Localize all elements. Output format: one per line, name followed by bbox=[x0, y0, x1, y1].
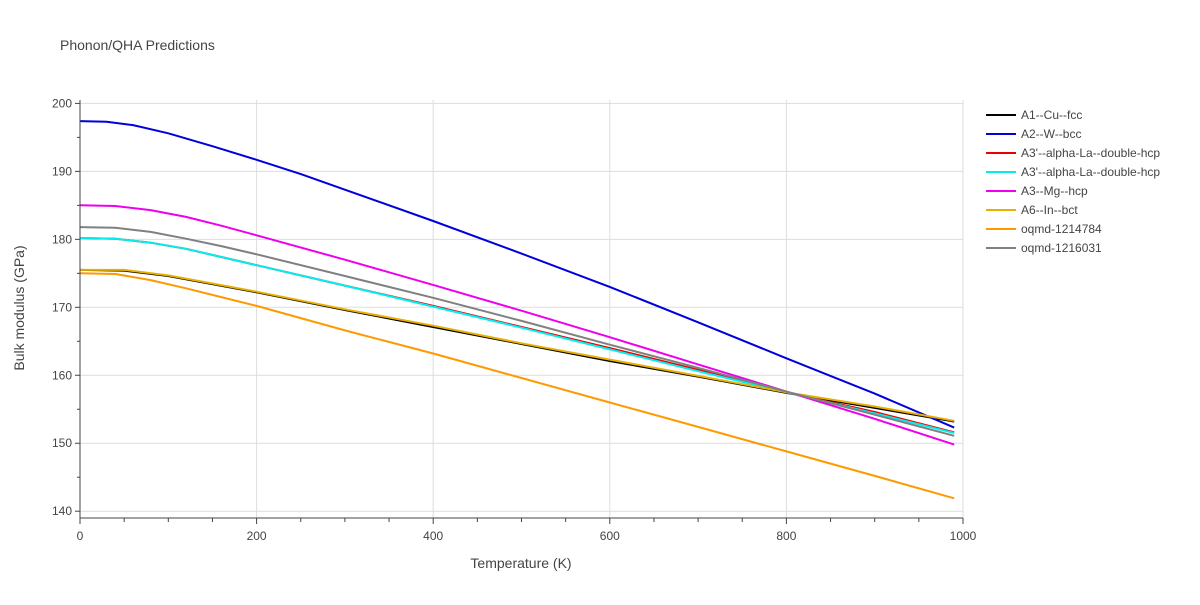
x-tick-label: 800 bbox=[776, 529, 796, 543]
legend: A1--Cu--fcc A2--W--bcc A3'--alpha-La--doub… bbox=[986, 108, 1160, 255]
y-axis: 140 150 160 170 180 190 200 bbox=[52, 96, 81, 518]
legend-item-label[interactable]: A6--In--bct bbox=[1021, 203, 1078, 217]
x-tick-label: 1000 bbox=[950, 529, 977, 543]
y-axis-title: Bulk modulus (GPa) bbox=[11, 245, 27, 370]
legend-item-label[interactable]: oqmd-1216031 bbox=[1021, 241, 1102, 255]
y-tick-label: 160 bbox=[52, 368, 72, 382]
x-tick-label: 400 bbox=[423, 529, 443, 543]
chart-title: Phonon/QHA Predictions bbox=[60, 37, 215, 53]
x-axis-title: Temperature (K) bbox=[470, 555, 571, 571]
y-tick-label: 200 bbox=[52, 96, 72, 110]
legend-item-label[interactable]: A3'--alpha-La--double-hcp bbox=[1021, 146, 1160, 160]
y-tick-label: 170 bbox=[52, 300, 72, 314]
legend-item-label[interactable]: A2--W--bcc bbox=[1021, 127, 1081, 141]
y-tick-label: 140 bbox=[52, 504, 72, 518]
x-tick-label: 200 bbox=[247, 529, 267, 543]
x-tick-label: 0 bbox=[77, 529, 84, 543]
series-layer bbox=[79, 120, 955, 500]
legend-item-label[interactable]: A3--Mg--hcp bbox=[1021, 184, 1088, 198]
series-line-2[interactable] bbox=[79, 120, 955, 429]
legend-item-label[interactable]: A3'--alpha-La--double-hcp bbox=[1021, 165, 1160, 179]
grid-lines bbox=[80, 100, 964, 518]
legend-item-label[interactable]: A1--Cu--fcc bbox=[1021, 108, 1082, 122]
x-axis: 0 200 400 600 800 1000 bbox=[77, 517, 977, 543]
y-tick-label: 150 bbox=[52, 436, 72, 450]
series-line-8[interactable] bbox=[79, 226, 955, 437]
y-tick-label: 180 bbox=[52, 232, 72, 246]
legend-item-label[interactable]: oqmd-1214784 bbox=[1021, 222, 1102, 236]
x-tick-label: 600 bbox=[600, 529, 620, 543]
series-line-7[interactable] bbox=[79, 272, 955, 500]
y-tick-label: 190 bbox=[52, 164, 72, 178]
